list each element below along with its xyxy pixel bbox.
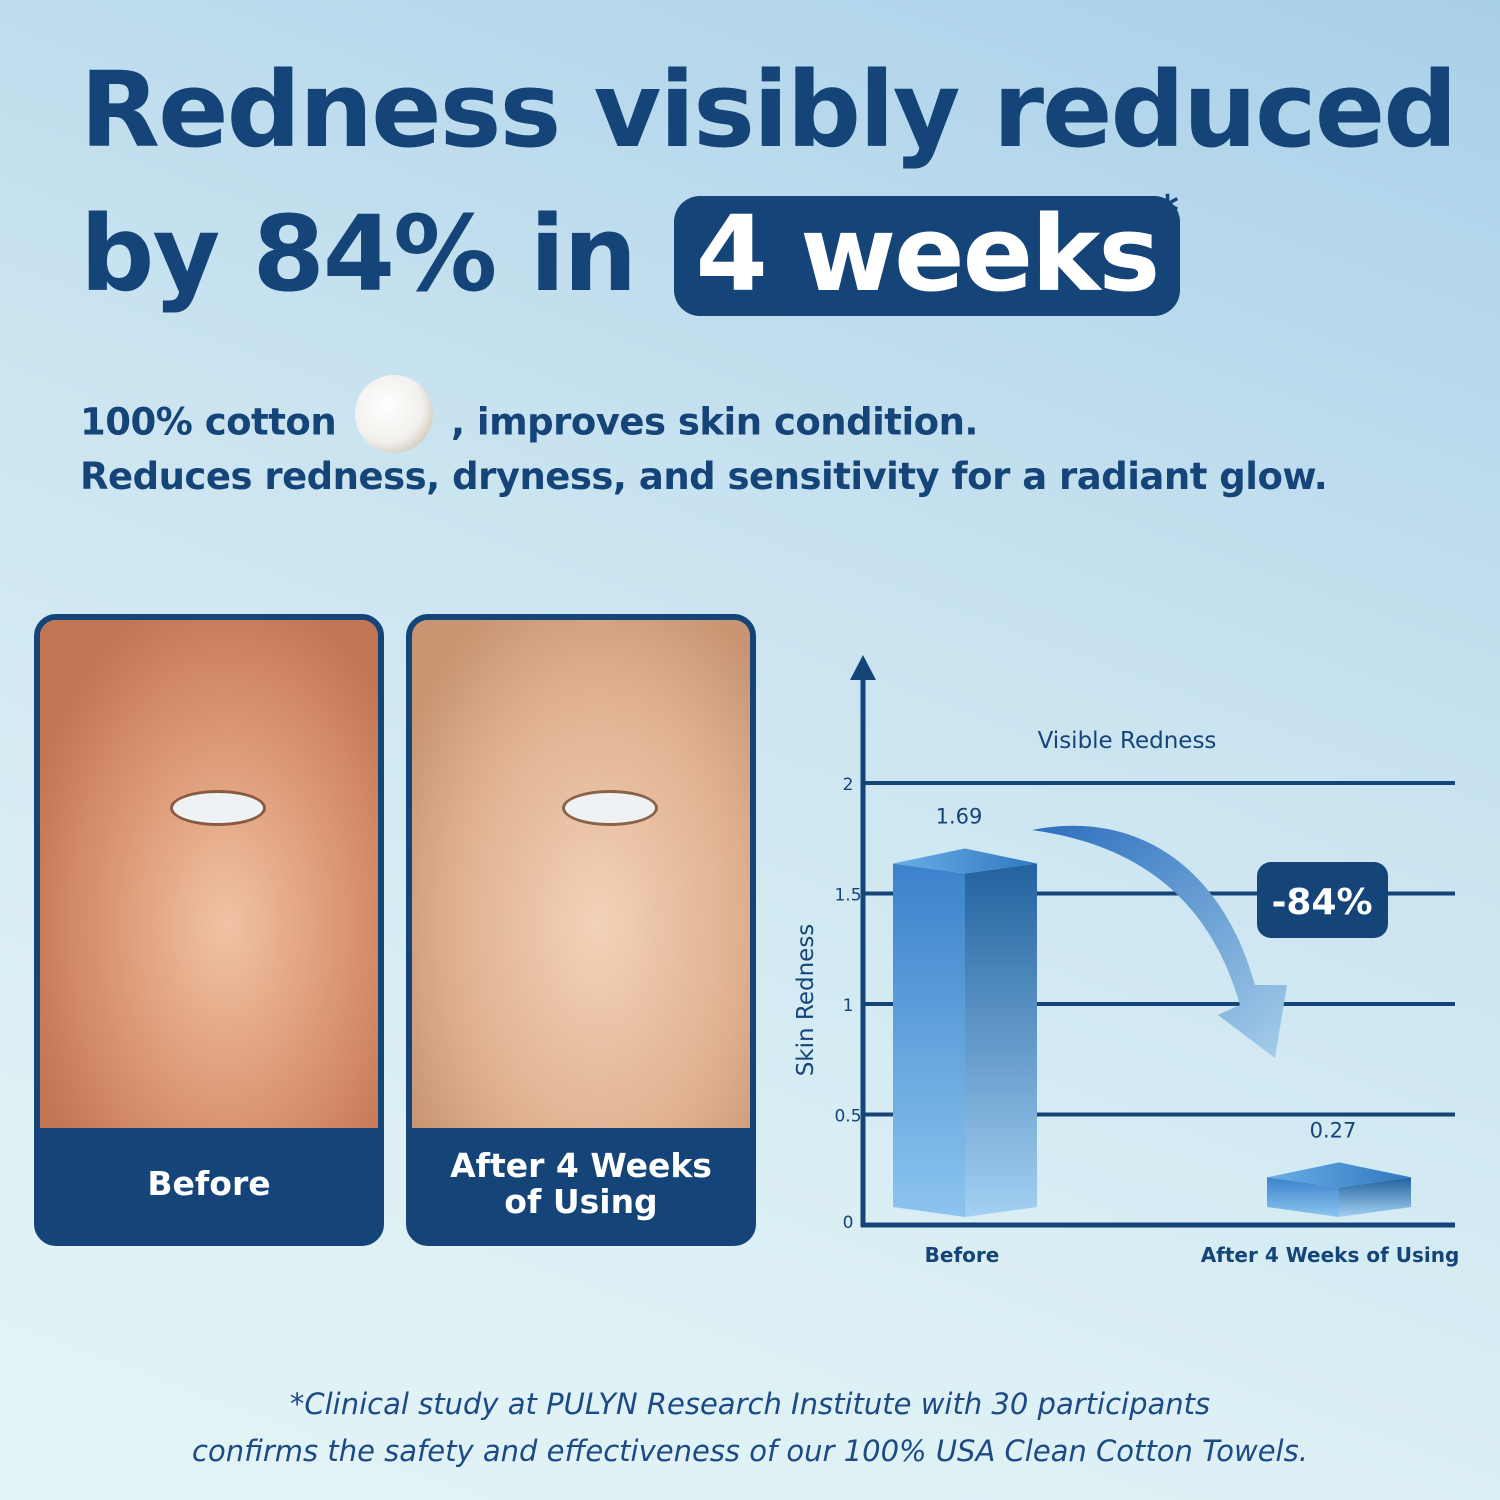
bar-top [893, 848, 1037, 874]
bar-front [1267, 1177, 1339, 1217]
y-axis-arrow-icon [850, 655, 876, 680]
headline-line2: by 84% in 4 weeks [80, 193, 1181, 316]
y-tick-label: 2 [843, 775, 854, 795]
bar-front [893, 863, 965, 1217]
after-label-line2: of Using [504, 1182, 658, 1221]
before-photo-card: Before [34, 614, 384, 1246]
highlight-pill: 4 weeks [673, 196, 1181, 316]
footnote-line2: confirms the safety and effectiveness of… [192, 1434, 1308, 1468]
decrease-arrow [1032, 825, 1287, 1058]
before-label: Before [147, 1163, 271, 1203]
subtitle-line1: 100% cotton , improves skin condition. [80, 375, 979, 453]
x-category-label: After 4 Weeks of Using [1201, 1243, 1460, 1267]
after-photo [412, 620, 750, 1128]
y-axis-label: Skin Redness [793, 924, 819, 1077]
after-photo-card: After 4 Weeks of Using [406, 614, 756, 1246]
bar-side [1339, 1177, 1411, 1217]
headline-line1: Redness visibly reduced [80, 49, 1458, 171]
bar-side [965, 863, 1037, 1217]
after-label: After 4 Weeks of Using [412, 1128, 750, 1240]
y-tick-label: 0.5 [834, 1107, 861, 1127]
bar-top [1267, 1162, 1411, 1188]
y-tick-label: 1.5 [834, 886, 861, 906]
footnote-line1: *Clinical study at PULYN Research Instit… [289, 1387, 1211, 1421]
after-label-line1: After 4 Weeks [450, 1145, 712, 1185]
bar-value-label: 0.27 [1310, 1118, 1357, 1142]
x-category-label: Before [925, 1243, 1000, 1267]
percent-badge [1257, 862, 1388, 938]
subtitle-line2: Reduces redness, dryness, and sensitivit… [80, 455, 1328, 498]
asterisk: * [1156, 186, 1180, 237]
before-photo [40, 620, 378, 1128]
headline-prefix: by 84% in [80, 193, 637, 315]
cotton-boll-icon [354, 375, 433, 453]
eye [170, 790, 266, 826]
y-tick-label: 0 [843, 1213, 854, 1233]
eye [562, 790, 658, 826]
subtitle-part1: 100% cotton [80, 400, 337, 444]
y-tick-label: 1 [843, 996, 854, 1016]
chart-title: Visible Redness [1038, 728, 1217, 754]
subtitle-part2: , improves skin condition. [450, 400, 979, 444]
bar-value-label: 1.69 [936, 805, 983, 829]
percent-badge-text: -84% [1271, 882, 1372, 923]
